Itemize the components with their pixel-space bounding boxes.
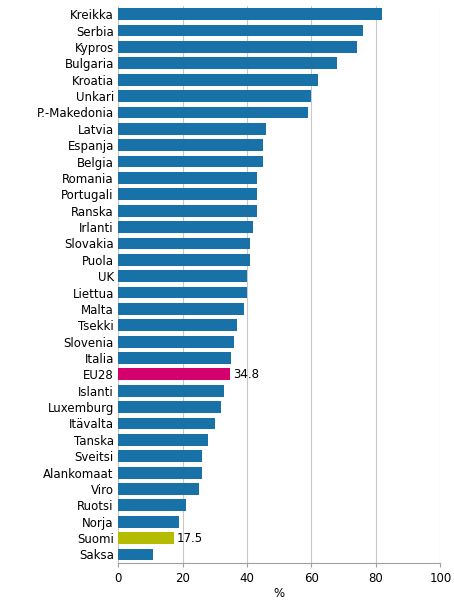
Bar xyxy=(118,385,224,397)
Bar xyxy=(118,41,356,53)
Bar xyxy=(118,172,257,184)
Bar xyxy=(118,25,363,36)
Bar xyxy=(118,270,247,282)
Bar xyxy=(118,90,311,102)
Bar xyxy=(118,500,186,511)
Bar xyxy=(118,238,250,249)
Bar xyxy=(118,483,199,495)
Bar xyxy=(118,319,237,331)
Bar xyxy=(118,139,263,151)
X-axis label: %: % xyxy=(274,587,285,600)
Bar xyxy=(118,401,221,413)
Bar xyxy=(118,417,215,430)
Bar xyxy=(118,516,179,528)
Bar xyxy=(118,368,230,381)
Bar xyxy=(118,155,263,168)
Bar xyxy=(118,303,244,315)
Bar xyxy=(118,106,308,119)
Bar xyxy=(118,8,382,20)
Text: 17.5: 17.5 xyxy=(177,532,203,544)
Bar xyxy=(118,532,174,544)
Bar xyxy=(118,204,257,217)
Bar xyxy=(118,188,257,200)
Bar xyxy=(118,123,266,135)
Bar xyxy=(118,466,202,479)
Bar xyxy=(118,434,208,446)
Text: 34.8: 34.8 xyxy=(233,368,259,381)
Bar xyxy=(118,549,153,560)
Bar xyxy=(118,336,234,347)
Bar xyxy=(118,74,318,86)
Bar xyxy=(118,287,247,298)
Bar xyxy=(118,254,250,266)
Bar xyxy=(118,57,337,69)
Bar xyxy=(118,450,202,462)
Bar xyxy=(118,221,253,233)
Bar xyxy=(118,352,231,364)
